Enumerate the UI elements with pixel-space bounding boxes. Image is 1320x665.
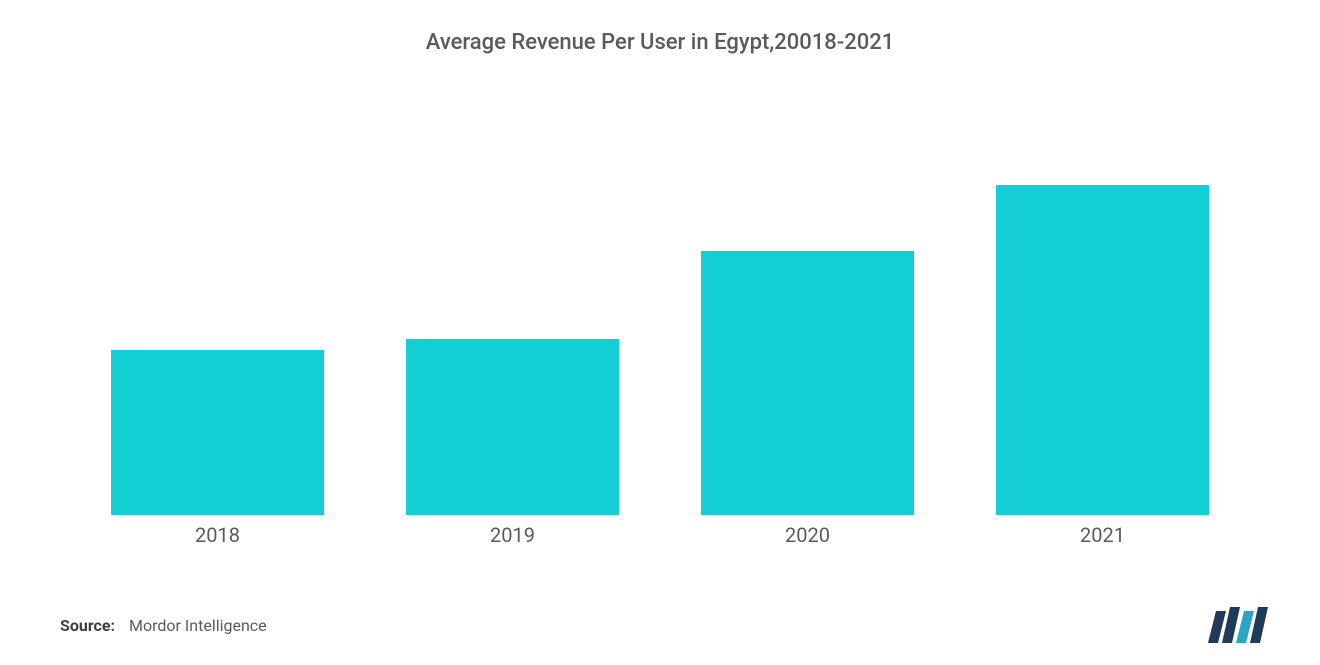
bar-slot xyxy=(660,75,955,515)
x-label: 2021 xyxy=(955,523,1250,547)
x-label: 2018 xyxy=(70,523,365,547)
x-label: 2020 xyxy=(660,523,955,547)
mordor-logo-icon xyxy=(1206,605,1270,643)
chart-title: Average Revenue Per User in Egypt,20018-… xyxy=(60,30,1260,55)
bar-slot xyxy=(955,75,1250,515)
source-value: Mordor Intelligence xyxy=(129,616,267,635)
bar-2019 xyxy=(406,339,618,515)
x-axis-labels: 2018 2019 2020 2021 xyxy=(60,515,1260,547)
chart-container: Average Revenue Per User in Egypt,20018-… xyxy=(0,0,1320,665)
x-label: 2019 xyxy=(365,523,660,547)
bar-slot xyxy=(70,75,365,515)
bar-2018 xyxy=(111,350,323,515)
bars-group xyxy=(60,75,1260,515)
bar-2020 xyxy=(701,251,913,515)
plot-area xyxy=(60,75,1260,515)
source-footer: Source: Mordor Intelligence xyxy=(60,616,267,635)
bar-slot xyxy=(365,75,660,515)
source-label: Source: xyxy=(60,616,115,635)
bar-2021 xyxy=(996,185,1208,515)
